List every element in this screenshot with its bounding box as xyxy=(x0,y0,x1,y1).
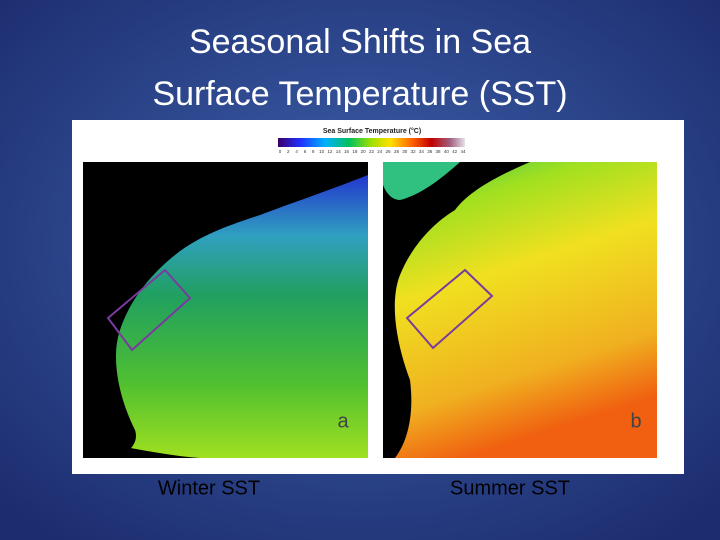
colorbar-tick-label: 28 xyxy=(394,149,400,154)
colorbar-tick-label: 38 xyxy=(436,149,442,154)
colorbar-tick-label: 26 xyxy=(386,149,392,154)
colorbar-tick-label: 22 xyxy=(369,149,375,154)
map-summer: b xyxy=(383,162,657,458)
colorbar xyxy=(278,138,465,147)
colorbar-tick-label: 44 xyxy=(460,149,466,154)
colorbar-tick-label: 10 xyxy=(319,149,325,154)
colorbar-tick-label: 24 xyxy=(377,149,383,154)
caption: Summer SST xyxy=(450,477,570,499)
colorbar-tick-label: 18 xyxy=(352,149,358,154)
land-lake xyxy=(383,162,460,200)
slide-title: Seasonal Shifts in Sea xyxy=(189,23,531,61)
colorbar-tick-label: 2 xyxy=(287,149,290,154)
colorbar-tick-label: 14 xyxy=(336,149,342,154)
colorbar-tick-label: 30 xyxy=(402,149,408,154)
colorbar-ticks: 0 2 4 6 8 10 12 14 16 18 20 22 24 26 28 30 32 34 36 38 40 42 4… xyxy=(279,149,466,154)
title-line: Surface Temperature (SST) xyxy=(152,75,567,113)
land xyxy=(83,162,368,458)
colorbar-tick-label: 4 xyxy=(295,149,298,154)
colorbar-tick-label: 36 xyxy=(427,149,433,154)
slide-title: Surface Temperature (SST) xyxy=(152,75,567,113)
colorbar-tick-label: 12 xyxy=(327,149,333,154)
colorbar-title: Sea Surface Temperature (°C) xyxy=(323,127,421,135)
colorbar-tick-label: 34 xyxy=(419,149,425,154)
colorbar-tick-label: 42 xyxy=(452,149,458,154)
land xyxy=(383,162,530,458)
panel-label: a xyxy=(337,410,349,432)
colorbar-tick-label: 6 xyxy=(304,149,307,154)
colorbar-tick-label: 40 xyxy=(444,149,450,154)
caption: Winter SST xyxy=(158,477,260,499)
land xyxy=(83,440,200,458)
colorbar-tick-label: 20 xyxy=(361,149,367,154)
panel-label: b xyxy=(630,410,641,432)
colorbar-tick-label: 8 xyxy=(312,149,315,154)
study-box xyxy=(405,268,494,350)
title-line: Seasonal Shifts in Sea xyxy=(189,23,531,61)
map-winter: a xyxy=(83,162,368,458)
colorbar-tick-label: 0 xyxy=(279,149,282,154)
colorbar-tick-label: 32 xyxy=(411,149,417,154)
colorbar-tick-label: 16 xyxy=(344,149,350,154)
study-box xyxy=(106,268,192,352)
